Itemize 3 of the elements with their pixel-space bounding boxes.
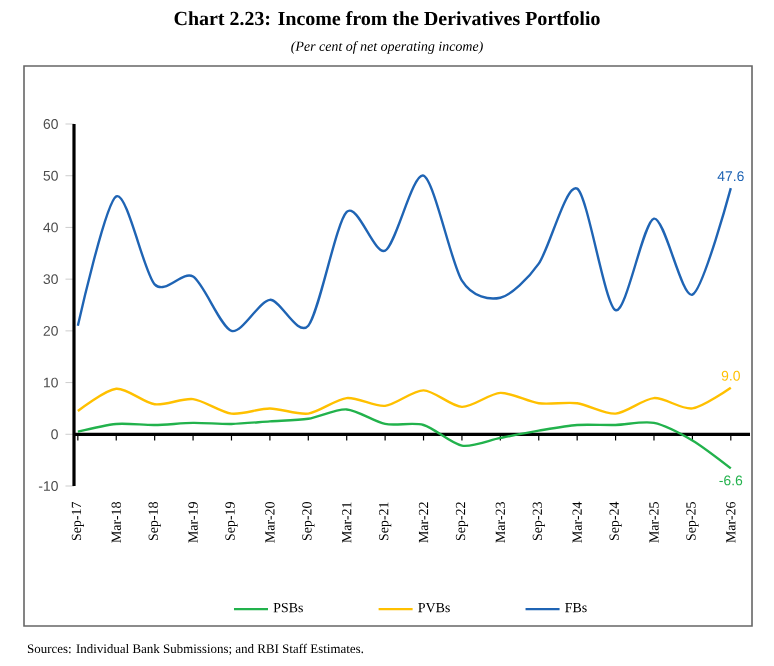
line-series: [76, 408, 732, 470]
chart-title: Chart 2.23: Income from the Derivatives Portfolio: [174, 11, 600, 26]
line-series: [76, 386, 732, 415]
